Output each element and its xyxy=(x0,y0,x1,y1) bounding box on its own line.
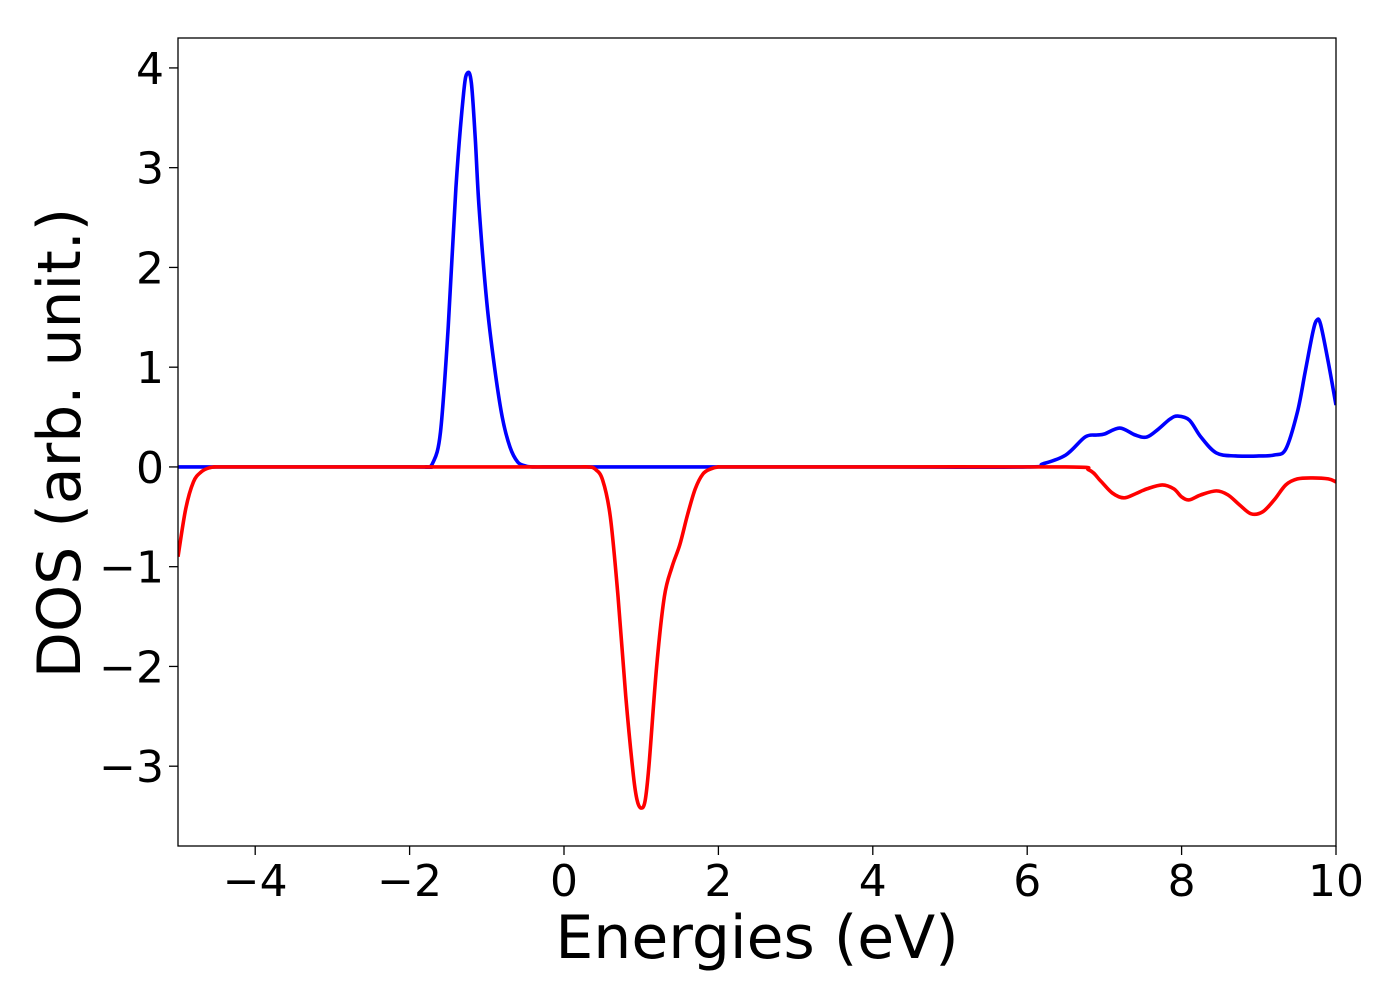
y-tick-label: 0 xyxy=(136,443,164,494)
y-tick-label: 2 xyxy=(136,243,164,294)
y-tick-label: −1 xyxy=(99,543,164,594)
y-tick-label: 1 xyxy=(136,343,164,394)
x-tick-label: −2 xyxy=(377,856,442,907)
x-tick-label: 10 xyxy=(1308,856,1364,907)
x-tick-label: 4 xyxy=(859,856,887,907)
plot-area xyxy=(178,70,1336,810)
y-axis: −3 −2 −1 0 1 2 3 4 xyxy=(99,44,178,793)
x-tick-label: 2 xyxy=(704,856,732,907)
y-tick-label: −2 xyxy=(99,642,164,693)
y-tick-label: 4 xyxy=(136,44,164,95)
x-tick-label: −4 xyxy=(223,856,288,907)
x-tick-label: 8 xyxy=(1168,856,1196,907)
x-tick-label: 0 xyxy=(550,856,578,907)
y-tick-label: −3 xyxy=(99,742,164,793)
y-axis-title: DOS (arb. unit.) xyxy=(25,208,95,678)
plot-frame xyxy=(177,37,1337,847)
series-line-1 xyxy=(178,70,1336,470)
series-line-2 xyxy=(178,464,1336,810)
y-tick-label: 3 xyxy=(136,144,164,195)
x-tick-label: 6 xyxy=(1013,856,1041,907)
x-axis-title: Energies (eV) xyxy=(555,903,958,973)
x-axis: −4 −2 0 2 4 6 8 10 xyxy=(223,846,1364,907)
